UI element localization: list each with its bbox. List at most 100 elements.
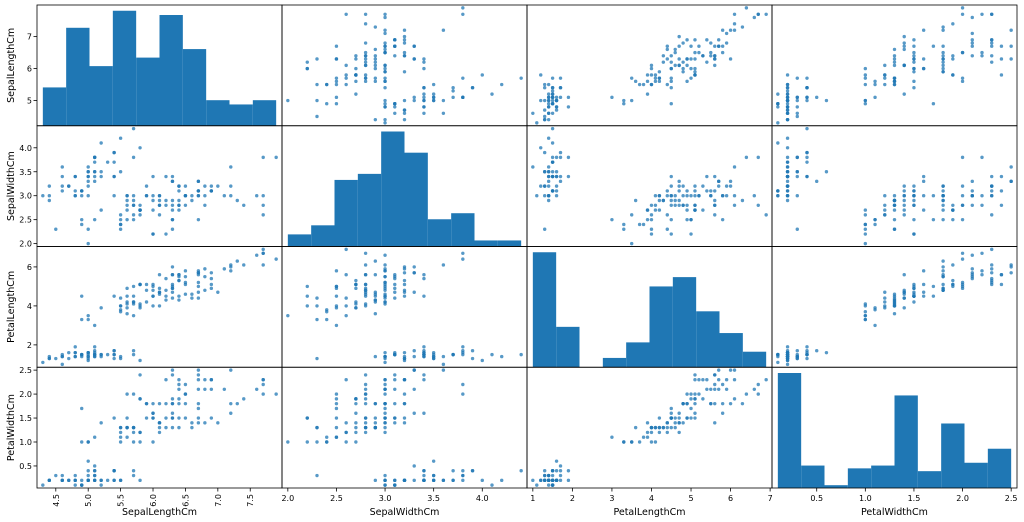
scatter-point xyxy=(196,416,201,420)
scatter-point xyxy=(776,102,780,106)
scatter-point xyxy=(334,82,339,87)
scatter-point xyxy=(354,92,358,96)
scatter-point xyxy=(431,356,436,361)
scatter-point xyxy=(229,165,233,169)
scatter-point xyxy=(785,82,790,87)
scatter-point xyxy=(203,274,207,279)
hist-bar xyxy=(894,395,918,488)
scatter-point xyxy=(669,102,673,106)
scatter-point xyxy=(373,421,378,425)
scatter-point xyxy=(354,425,358,430)
scatter-point xyxy=(649,440,654,444)
scatter-point xyxy=(170,203,175,207)
scatter-point xyxy=(732,378,737,382)
scatter-point xyxy=(892,198,897,203)
scatter-point xyxy=(902,92,906,96)
scatter-point xyxy=(681,194,685,198)
hist-bar xyxy=(964,462,988,488)
scatter-point xyxy=(209,286,214,291)
scatter-point xyxy=(105,478,110,483)
scatter-point xyxy=(669,406,673,411)
scatter-point xyxy=(785,89,790,93)
scatter-point xyxy=(138,358,142,363)
scatter-point xyxy=(689,217,693,222)
scatter-point xyxy=(144,288,149,293)
scatter-point xyxy=(892,82,897,87)
scatter-point xyxy=(921,290,926,294)
scatter-point xyxy=(151,174,155,179)
scatter-point xyxy=(92,155,97,160)
scatter-point xyxy=(519,352,523,357)
scatter-point xyxy=(209,378,214,382)
scatter-point xyxy=(921,66,926,71)
scatter-point xyxy=(363,430,368,435)
scatter-point xyxy=(912,184,916,188)
scatter-point xyxy=(412,411,416,415)
scatter-point xyxy=(315,114,319,119)
scatter-point xyxy=(325,435,329,439)
scatter-point xyxy=(902,189,906,193)
scatter-point xyxy=(693,194,697,198)
scatter-point xyxy=(689,194,693,198)
scatter-point xyxy=(566,155,571,160)
scatter-point xyxy=(883,296,887,300)
scatter-point xyxy=(697,378,701,382)
scatter-point xyxy=(550,141,555,145)
scatter-point xyxy=(451,469,455,473)
scatter-point xyxy=(912,54,916,58)
scatter-point xyxy=(717,368,721,372)
scatter-point xyxy=(902,296,906,300)
scatter-point xyxy=(344,296,348,300)
scatter-point xyxy=(661,425,666,430)
x-axis-label: PetalWidthCm xyxy=(861,507,928,518)
scatter-point xyxy=(383,473,387,478)
scatter-point xyxy=(363,294,368,298)
scatter-point xyxy=(550,76,555,80)
scatter-point xyxy=(422,294,426,298)
scatter-point xyxy=(645,92,650,96)
scatter-point xyxy=(960,184,965,188)
scatter-point xyxy=(118,227,123,231)
scatter-point xyxy=(112,469,116,473)
scatter-point xyxy=(470,349,475,353)
scatter-point xyxy=(542,469,547,473)
scatter-point xyxy=(709,41,713,45)
scatter-point xyxy=(80,478,84,483)
scatter-point xyxy=(785,184,790,188)
scatter-point xyxy=(921,174,926,179)
scatter-point xyxy=(709,54,713,58)
scatter-point xyxy=(661,60,666,64)
scatter-point xyxy=(216,290,220,294)
scatter-point xyxy=(732,22,737,26)
scatter-point xyxy=(685,79,689,84)
scatter-point xyxy=(196,378,201,382)
scatter-point xyxy=(363,263,368,267)
scatter-point xyxy=(354,401,358,406)
scatter-point xyxy=(177,208,181,212)
scatter-point xyxy=(681,70,685,74)
scatter-point xyxy=(732,203,737,207)
scatter-point xyxy=(941,57,945,61)
scatter-point xyxy=(203,203,207,207)
scatter-point xyxy=(785,92,790,96)
scatter-point xyxy=(558,155,563,160)
scatter-point xyxy=(92,323,97,328)
scatter-point xyxy=(177,425,181,430)
scatter-point xyxy=(705,60,709,64)
scatter-point xyxy=(795,349,799,353)
cell xyxy=(36,246,283,368)
scatter-point xyxy=(785,194,790,198)
scatter-point xyxy=(99,306,103,310)
scatter-point xyxy=(344,82,348,87)
scatter-point xyxy=(363,382,368,387)
scatter-point xyxy=(689,57,693,61)
scatter-point xyxy=(196,406,201,411)
scatter-point xyxy=(344,63,348,68)
scatter-point xyxy=(196,280,201,285)
scatter-point xyxy=(118,310,123,314)
scatter-point xyxy=(970,273,974,277)
scatter-point xyxy=(546,179,551,184)
scatter-point xyxy=(373,298,378,302)
scatter-point xyxy=(170,368,175,372)
scatter-point xyxy=(131,126,136,131)
